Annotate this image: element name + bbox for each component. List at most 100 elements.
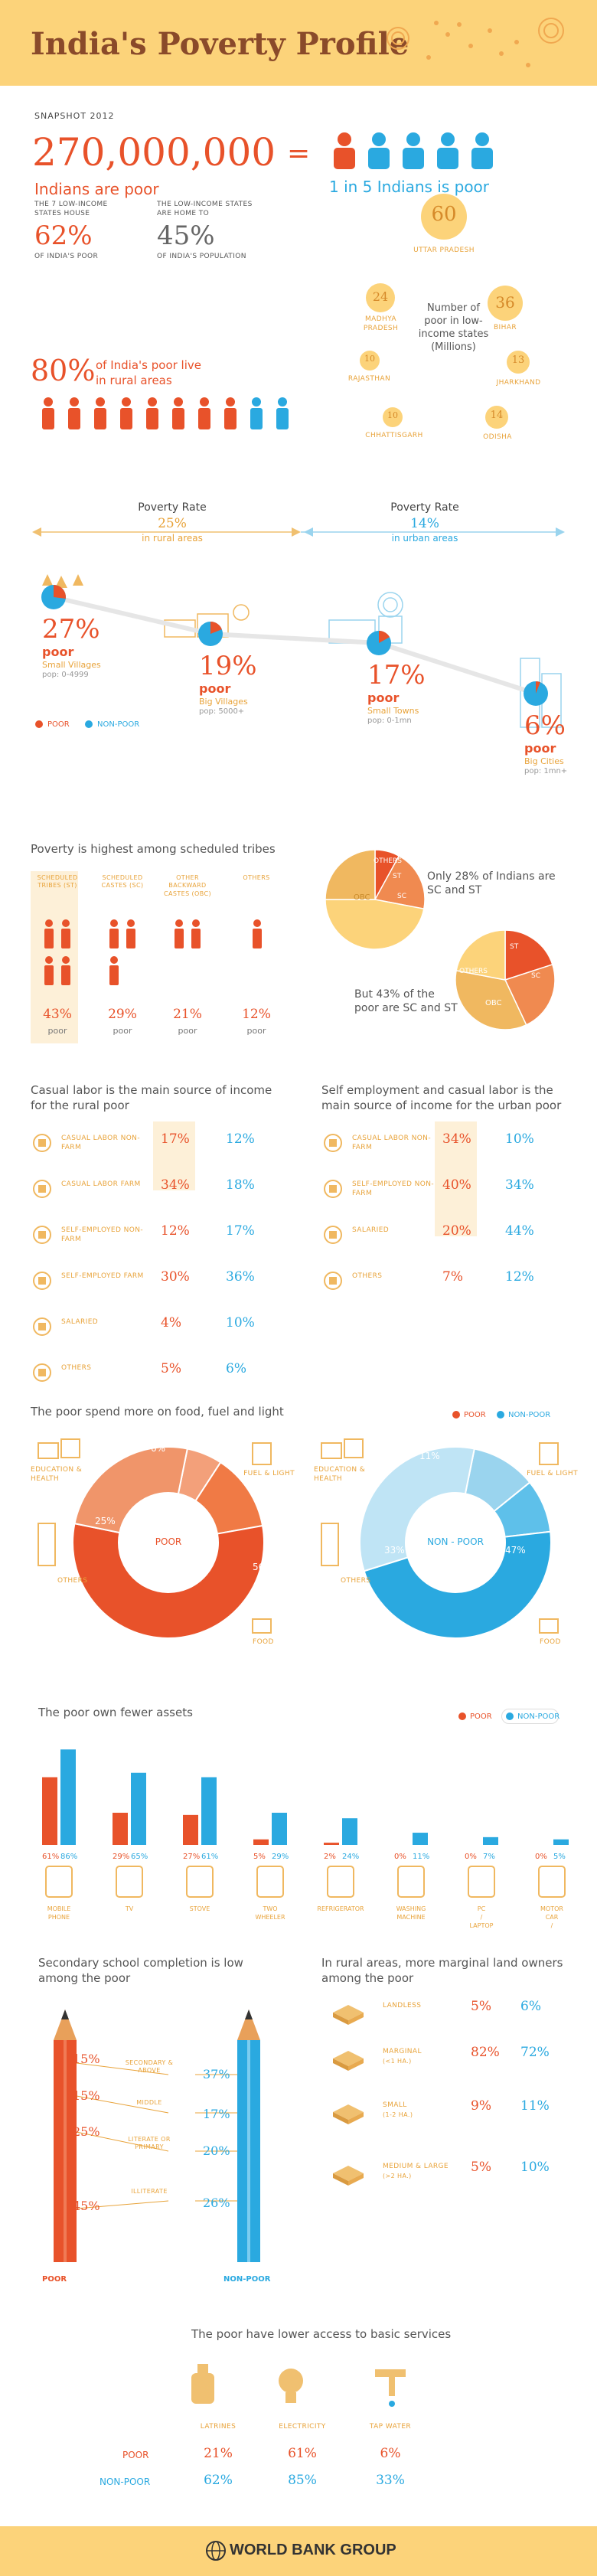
bubble-mp-value: 24 bbox=[372, 289, 389, 304]
tribe-name: OTHER BACKWARD CASTES (OBC) bbox=[164, 874, 211, 897]
rate-point-pct: 6% bbox=[524, 710, 566, 741]
school-label: ILLITERATE bbox=[131, 2188, 168, 2195]
bubble-up-value: 60 bbox=[431, 203, 457, 226]
asset-poor-label: 61% bbox=[42, 1853, 59, 1861]
spend-non-food-val: 47% bbox=[505, 1545, 526, 1556]
labor-poor-value: 5% bbox=[161, 1361, 181, 1376]
rate-point-pct: 17% bbox=[367, 660, 426, 691]
rate-point-place: Big Cities bbox=[524, 756, 564, 766]
pie-slice bbox=[325, 899, 425, 950]
school-poor-value: 25% bbox=[73, 2124, 100, 2139]
school-label: MIDDLE bbox=[136, 2099, 162, 2106]
labor-label: CASUAL LABOR NON-FARM bbox=[352, 1135, 431, 1151]
labor-poor-value: 7% bbox=[442, 1269, 463, 1285]
asset-bar-nonpoor bbox=[131, 1772, 146, 1845]
asset-name: PC bbox=[478, 1905, 486, 1912]
globe-icon bbox=[206, 2541, 226, 2561]
asset-name: CAR bbox=[546, 1914, 559, 1921]
labor-poor-value: 40% bbox=[442, 1177, 471, 1193]
school-poor-value: 45% bbox=[73, 2199, 100, 2213]
asset-name: REFRIGERATOR bbox=[317, 1905, 364, 1912]
tribe-value: 43% bbox=[43, 1007, 72, 1022]
rural-rate-title: Poverty Rate bbox=[138, 501, 207, 514]
asset-name: PHONE bbox=[48, 1914, 70, 1921]
land-poor-value: 82% bbox=[471, 2045, 500, 2060]
asset-name: TWO bbox=[262, 1905, 277, 1912]
labor-icon bbox=[324, 1134, 342, 1152]
labor-poor-value: 34% bbox=[442, 1131, 471, 1147]
labor-icon bbox=[33, 1134, 51, 1152]
tribe-pies bbox=[325, 849, 556, 1030]
rural-people-icons bbox=[42, 397, 289, 429]
tribe-value: 29% bbox=[108, 1007, 137, 1022]
labor-poor-value: 34% bbox=[161, 1177, 190, 1193]
pie1-st: ST bbox=[393, 873, 402, 880]
labor-label: SELF-EMPLOYED NON-FARM bbox=[352, 1180, 434, 1197]
states-b-sub: OF INDIA'S POPULATION bbox=[157, 253, 246, 260]
service-poor-value: 21% bbox=[204, 2446, 233, 2461]
decorative-dots bbox=[387, 18, 564, 67]
land-nonpoor-value: 11% bbox=[520, 2098, 550, 2114]
land-poor-value: 5% bbox=[471, 2160, 491, 2175]
school-poor-value: 15% bbox=[73, 2052, 100, 2066]
labor-poor-value: 30% bbox=[161, 1269, 190, 1285]
donut-nonpoor-center: NON - POOR bbox=[427, 1536, 484, 1547]
tribe-name: SCHEDULED CASTES (SC) bbox=[101, 874, 144, 890]
donut-segment bbox=[359, 1446, 476, 1572]
land-label: MARGINAL bbox=[383, 2048, 422, 2055]
spend-title: The poor spend more on food, fuel and li… bbox=[31, 1405, 284, 1419]
labor-nonpoor-value: 36% bbox=[226, 1269, 255, 1285]
spend-edu-non: EDUCATION & HEALTH bbox=[314, 1466, 366, 1483]
asset-bar-nonpoor bbox=[483, 1837, 498, 1845]
rate-point bbox=[41, 585, 66, 609]
rural-person-icon bbox=[276, 397, 289, 429]
asset-name: / bbox=[481, 1914, 483, 1921]
asset-name: MACHINE bbox=[396, 1914, 425, 1921]
asset-bar-poor bbox=[324, 1843, 339, 1845]
school-nonpoor-value: 26% bbox=[203, 2196, 230, 2210]
spend-legend-nonpoor-dot bbox=[497, 1411, 504, 1419]
assets-legend-nonpoor-dot bbox=[506, 1712, 514, 1720]
service-nonpoor-value: 85% bbox=[288, 2473, 317, 2488]
rural-person-icon bbox=[146, 397, 158, 429]
pie2-others: OTHERS bbox=[459, 968, 488, 975]
people-ratio-icon bbox=[334, 132, 493, 169]
labor-nonpoor-value: 44% bbox=[505, 1223, 534, 1239]
spend-food-non: FOOD bbox=[540, 1638, 561, 1646]
labor-nonpoor-value: 10% bbox=[226, 1315, 255, 1330]
tribes-title: Poverty is highest among scheduled tribe… bbox=[31, 842, 276, 856]
tribe-people-icon bbox=[175, 919, 201, 948]
spend-donuts bbox=[38, 1438, 559, 1639]
pie2-text: But 43% of the poor are SC and ST bbox=[354, 988, 458, 1015]
asset-bar-poor bbox=[42, 1777, 57, 1845]
tribe-value: 12% bbox=[242, 1007, 271, 1022]
asset-bar-poor bbox=[183, 1814, 198, 1845]
bubble-od-name: ODISHA bbox=[483, 433, 512, 441]
asset-bar-nonpoor bbox=[413, 1833, 428, 1845]
bubble-rj-value: 10 bbox=[364, 354, 375, 364]
legend-nonpoor-dot bbox=[85, 720, 93, 728]
labor-poor-value: 12% bbox=[161, 1223, 190, 1239]
service-nonpoor-value: 62% bbox=[204, 2473, 233, 2488]
bubble-jh bbox=[507, 351, 530, 374]
states-b-value: 45% bbox=[157, 220, 215, 251]
land-label: MEDIUM & LARGE bbox=[383, 2163, 449, 2170]
asset-name: MOBILE bbox=[47, 1905, 71, 1912]
rural-person-icon bbox=[94, 397, 106, 429]
labor-nonpoor-value: 6% bbox=[226, 1361, 246, 1376]
bubble-jh-value: 13 bbox=[511, 354, 525, 366]
asset-icon bbox=[45, 1866, 73, 1898]
assets-legend-poor: POOR bbox=[470, 1712, 492, 1721]
asset-poor-label: 2% bbox=[324, 1853, 336, 1861]
land-sub: (<1 HA.) bbox=[383, 2058, 412, 2065]
labor-nonpoor-value: 34% bbox=[505, 1177, 534, 1193]
spend-fuel-non: FUEL & LIGHT bbox=[527, 1470, 578, 1477]
labor-urban-title: Self employment and casual labor is the … bbox=[321, 1083, 562, 1112]
rate-point bbox=[198, 622, 223, 646]
assets-legend-nonpoor-box bbox=[501, 1709, 559, 1724]
asset-poor-label: 27% bbox=[183, 1853, 200, 1861]
bubble-cg bbox=[383, 407, 403, 427]
ratio-text: 1 in 5 Indians is poor bbox=[329, 178, 490, 196]
spend-poor-others-val: 25% bbox=[95, 1516, 116, 1526]
assets-legend-poor-dot bbox=[458, 1712, 466, 1720]
